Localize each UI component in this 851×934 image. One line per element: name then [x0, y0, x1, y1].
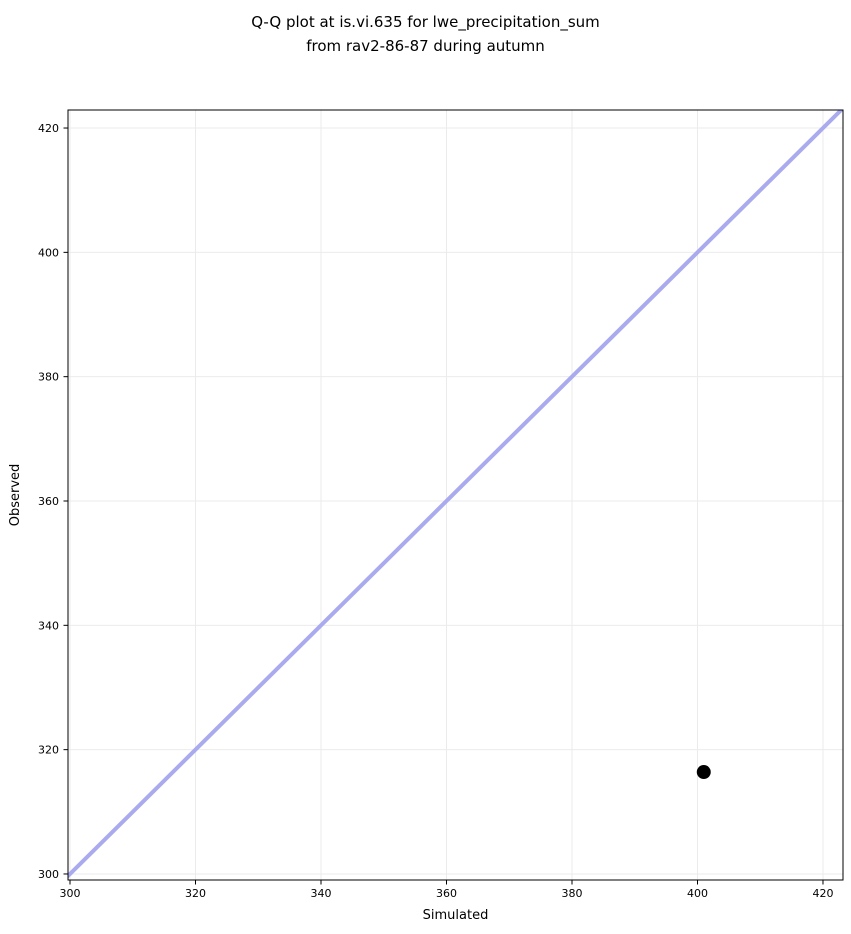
x-tick-label: 300: [60, 887, 81, 900]
qq-points: [696, 765, 711, 780]
x-tick-label: 420: [812, 887, 833, 900]
y-tick-label: 380: [38, 371, 59, 384]
y-tick-label: 360: [38, 495, 59, 508]
y-tick-label: 300: [38, 868, 59, 881]
y-axis: 300 320 340 360 380 400 420: [38, 122, 68, 881]
x-tick-label: 360: [436, 887, 457, 900]
y-tick-label: 340: [38, 619, 59, 632]
y-tick-label: 320: [38, 744, 59, 757]
y-tick-label: 420: [38, 122, 59, 135]
y-axis-label: Observed: [8, 464, 23, 527]
identity-line: [68, 110, 843, 879]
x-tick-label: 380: [561, 887, 582, 900]
x-tick-label: 340: [310, 887, 331, 900]
y-tick-label: 400: [38, 246, 59, 259]
plot-border: [67, 109, 844, 881]
x-axis-label: Simulated: [423, 908, 489, 923]
chart-title: Q-Q plot at is.vi.635 for lwe_precipitat…: [0, 10, 851, 58]
grid: [68, 110, 843, 880]
x-tick-label: 400: [687, 887, 708, 900]
x-tick-label: 320: [185, 887, 206, 900]
chart-title-line2: from rav2-86-87 during autumn: [306, 37, 545, 55]
chart-title-line1: Q-Q plot at is.vi.635 for lwe_precipitat…: [251, 13, 600, 31]
x-axis: 300 320 340 360 380 400 420: [60, 880, 833, 900]
data-point-marker: [696, 765, 711, 780]
